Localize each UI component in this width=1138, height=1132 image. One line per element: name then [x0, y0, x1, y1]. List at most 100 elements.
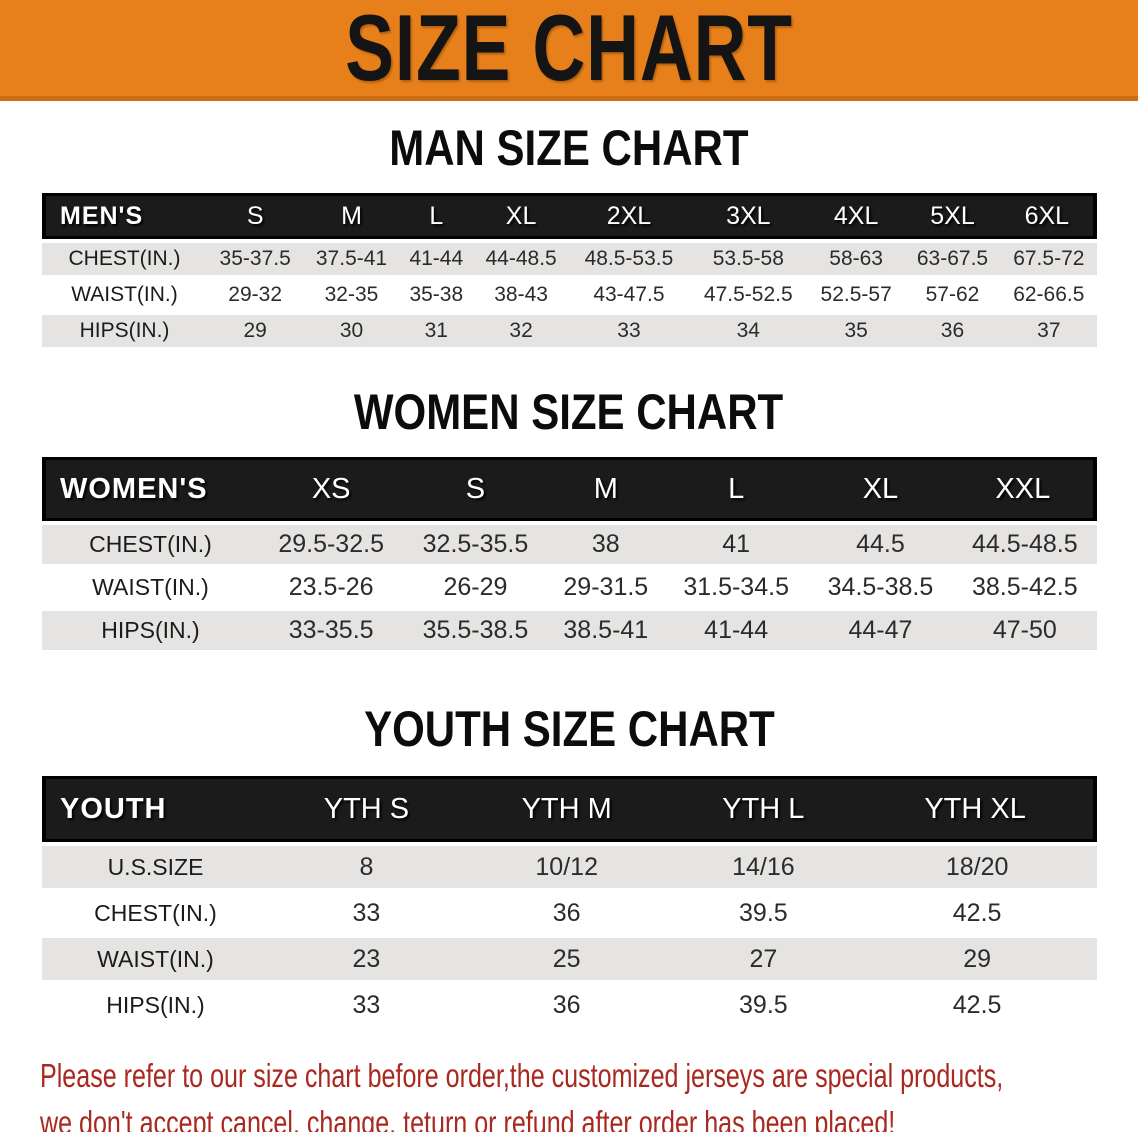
- size-value: 37: [1000, 315, 1097, 347]
- footer-line-2: we don't accept cancel, change, teturn o…: [40, 1104, 896, 1132]
- size-value: 38: [547, 525, 664, 564]
- table-header-row: MEN'S S M L XL 2XL 3XL 4XL 5XL 6XL: [42, 193, 1097, 239]
- size-value: 41: [664, 525, 809, 564]
- size-value: 37.5-41: [303, 243, 400, 275]
- table-row: CHEST(IN.) 35-37.5 37.5-41 41-44 44-48.5 48.5…: [42, 243, 1097, 275]
- row-label: HIPS(IN.): [42, 315, 207, 347]
- size-value: 36: [904, 315, 1001, 347]
- size-value: 32-35: [303, 279, 400, 311]
- size-value: 29: [857, 938, 1097, 980]
- row-label: U.S.SIZE: [42, 846, 269, 888]
- size-value: 33: [269, 892, 464, 934]
- row-label: CHEST(IN.): [42, 525, 259, 564]
- size-value: 41-44: [664, 611, 809, 650]
- size-value: 35.5-38.5: [403, 611, 548, 650]
- column-header: 4XL: [807, 193, 905, 239]
- size-value: 14/16: [669, 846, 858, 888]
- size-value: 36: [463, 984, 670, 1026]
- size-value: 29.5-32.5: [259, 525, 404, 564]
- column-header: 3XL: [688, 193, 808, 239]
- table-corner-label: YOUTH: [42, 776, 269, 842]
- size-value: 33-35.5: [259, 611, 404, 650]
- size-value: 42.5: [857, 984, 1097, 1026]
- table-row: HIPS(IN.) 33-35.5 35.5-38.5 38.5-41 41-44 44-…: [42, 611, 1097, 650]
- row-label: WAIST(IN.): [42, 568, 259, 607]
- size-value: 42.5: [857, 892, 1097, 934]
- table-row: CHEST(IN.) 33 36 39.5 42.5: [42, 892, 1097, 934]
- size-value: 8: [269, 846, 464, 888]
- size-value: 44-47: [808, 611, 953, 650]
- column-header: S: [403, 457, 548, 521]
- youth-section-title: YOUTH SIZE CHART: [363, 701, 775, 757]
- size-value: 34.5-38.5: [808, 568, 953, 607]
- size-value: 32.5-35.5: [403, 525, 548, 564]
- size-value: 44.5: [808, 525, 953, 564]
- row-label: WAIST(IN.): [42, 938, 269, 980]
- column-header: XXL: [952, 457, 1097, 521]
- table-corner-label: MEN'S: [42, 193, 207, 239]
- size-value: 27: [669, 938, 858, 980]
- man-size-chart-section: MAN SIZE CHART MEN'S S M L XL 2XL 3XL 4XL 5XL 6XL…: [0, 123, 1138, 351]
- mens-size-table: MEN'S S M L XL 2XL 3XL 4XL 5XL 6XL CHEST(IN.) 35-37…: [42, 189, 1097, 351]
- size-chart-banner: SIZE CHART: [0, 0, 1138, 101]
- size-value: 35-37.5: [207, 243, 304, 275]
- size-value: 47.5-52.5: [688, 279, 808, 311]
- column-header: 2XL: [569, 193, 689, 239]
- footer-note: Please refer to our size chart before or…: [40, 1052, 1138, 1132]
- size-value: 52.5-57: [807, 279, 905, 311]
- column-header: M: [547, 457, 664, 521]
- size-value: 34: [688, 315, 808, 347]
- size-value: 43-47.5: [569, 279, 689, 311]
- footer-line-1: Please refer to our size chart before or…: [40, 1057, 1004, 1094]
- size-value: 33: [569, 315, 689, 347]
- row-label: HIPS(IN.): [42, 611, 259, 650]
- size-value: 44-48.5: [472, 243, 570, 275]
- size-value: 38-43: [472, 279, 570, 311]
- size-value: 29-31.5: [547, 568, 664, 607]
- size-value: 10/12: [463, 846, 670, 888]
- row-label: HIPS(IN.): [42, 984, 269, 1026]
- size-value: 30: [303, 315, 400, 347]
- column-header: YTH XL: [857, 776, 1097, 842]
- size-value: 63-67.5: [904, 243, 1001, 275]
- size-value: 32: [472, 315, 570, 347]
- size-value: 47-50: [952, 611, 1097, 650]
- size-value: 35-38: [399, 279, 473, 311]
- size-value: 57-62: [904, 279, 1001, 311]
- size-value: 25: [463, 938, 670, 980]
- size-value: 53.5-58: [688, 243, 808, 275]
- size-value: 29-32: [207, 279, 304, 311]
- size-value: 29: [207, 315, 304, 347]
- size-value: 31: [399, 315, 473, 347]
- man-section-title: MAN SIZE CHART: [389, 120, 749, 176]
- column-header: L: [399, 193, 473, 239]
- size-value: 62-66.5: [1000, 279, 1097, 311]
- size-value: 67.5-72: [1000, 243, 1097, 275]
- table-row: WAIST(IN.) 29-32 32-35 35-38 38-43 43-47.5 47.…: [42, 279, 1097, 311]
- womens-size-table: WOMEN'S XS S M L XL XXL CHEST(IN.) 29.5-32.5 32.5…: [42, 453, 1097, 654]
- women-section-title: WOMEN SIZE CHART: [354, 384, 784, 440]
- size-value: 33: [269, 984, 464, 1026]
- table-header-row: WOMEN'S XS S M L XL XXL: [42, 457, 1097, 521]
- column-header: YTH S: [269, 776, 464, 842]
- size-value: 26-29: [403, 568, 548, 607]
- size-value: 36: [463, 892, 670, 934]
- table-row: HIPS(IN.) 33 36 39.5 42.5: [42, 984, 1097, 1026]
- column-header: M: [303, 193, 400, 239]
- table-row: WAIST(IN.) 23.5-26 26-29 29-31.5 31.5-34.5 34…: [42, 568, 1097, 607]
- row-label: CHEST(IN.): [42, 892, 269, 934]
- column-header: XL: [808, 457, 953, 521]
- column-header: 5XL: [904, 193, 1001, 239]
- women-size-chart-section: WOMEN SIZE CHART WOMEN'S XS S M L XL XXL CHEST(…: [0, 387, 1138, 654]
- column-header: S: [207, 193, 304, 239]
- table-corner-label: WOMEN'S: [42, 457, 259, 521]
- row-label: CHEST(IN.): [42, 243, 207, 275]
- column-header: XS: [259, 457, 404, 521]
- youth-size-chart-section: YOUTH SIZE CHART YOUTH YTH S YTH M YTH L YTH…: [0, 704, 1138, 1030]
- size-value: 18/20: [857, 846, 1097, 888]
- table-row: U.S.SIZE 8 10/12 14/16 18/20: [42, 846, 1097, 888]
- banner-title: SIZE CHART: [345, 0, 793, 100]
- size-value: 41-44: [399, 243, 473, 275]
- table-row: CHEST(IN.) 29.5-32.5 32.5-35.5 38 41 44.5 44.5…: [42, 525, 1097, 564]
- row-label: WAIST(IN.): [42, 279, 207, 311]
